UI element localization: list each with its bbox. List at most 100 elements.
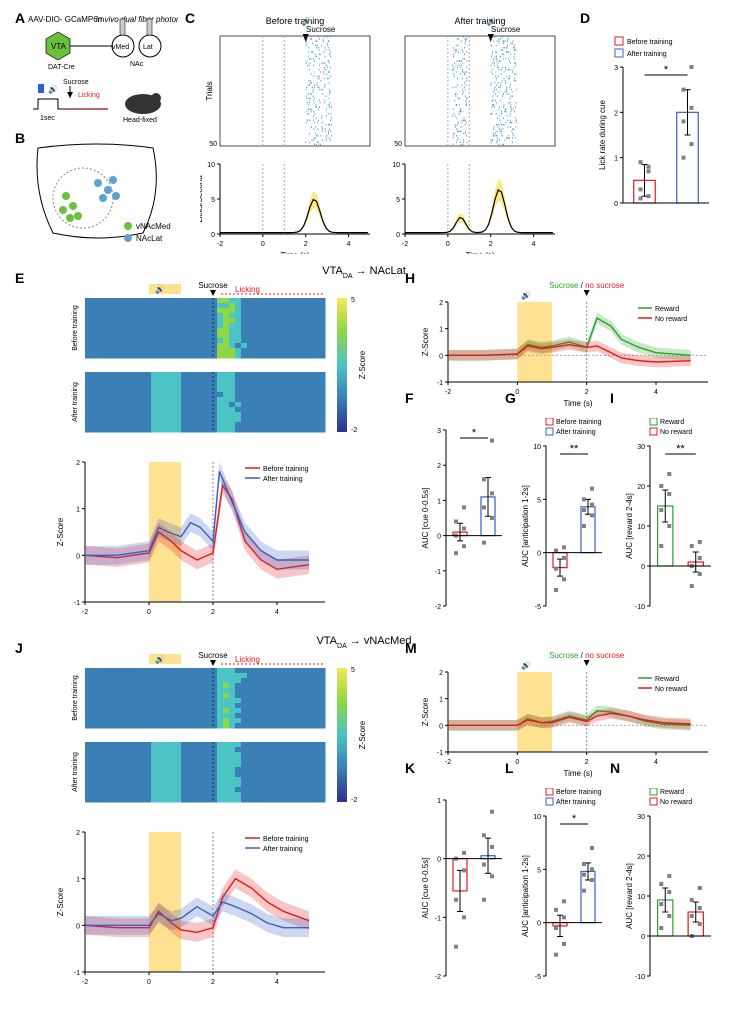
svg-text:0: 0 <box>439 723 443 730</box>
svg-text:Trials: Trials <box>205 81 214 100</box>
section-naclat-title: VTADA → NAcLat <box>0 262 729 280</box>
svg-text:Z-Score: Z-Score <box>421 697 430 726</box>
svg-text:2: 2 <box>439 670 443 677</box>
svg-text:Before training: Before training <box>72 675 79 721</box>
svg-text:0: 0 <box>537 551 541 558</box>
svg-text:20: 20 <box>637 484 645 491</box>
svg-text:-1: -1 <box>437 750 443 757</box>
svg-text:2: 2 <box>585 389 589 396</box>
svg-text:🔊: 🔊 <box>48 84 58 94</box>
svg-text:After training: After training <box>72 382 79 422</box>
svg-text:0: 0 <box>641 934 645 941</box>
svg-text:Before training: Before training <box>556 789 602 796</box>
svg-text:Reward: Reward <box>660 789 684 796</box>
svg-text:4: 4 <box>347 241 351 248</box>
svg-text:2: 2 <box>304 241 308 248</box>
panel-label-a: A <box>15 10 25 26</box>
svg-text:-1: -1 <box>435 915 441 922</box>
svg-text:2: 2 <box>585 759 589 766</box>
svg-text:30: 30 <box>637 444 645 451</box>
svg-text:0: 0 <box>147 979 151 986</box>
panel-label-d: D <box>580 10 590 26</box>
svg-text:Reward: Reward <box>655 676 679 683</box>
svg-text:3: 3 <box>614 65 618 72</box>
panel-label-k: K <box>405 760 415 776</box>
svg-text:0: 0 <box>515 389 519 396</box>
svg-text:Before training: Before training <box>627 39 673 46</box>
svg-text:No reward: No reward <box>655 316 687 323</box>
svg-text:Licking: Licking <box>235 655 260 664</box>
vta-text: VTA <box>51 42 67 51</box>
panel-h: Sucrose / no sucrose🔊-1012-2024Z-ScoreTi… <box>418 280 718 410</box>
vnacmed-legend: vNAcMed <box>136 222 171 231</box>
svg-text:After training: After training <box>263 476 303 483</box>
svg-text:After training: After training <box>72 752 79 792</box>
svg-text:Sucrose: Sucrose <box>306 25 336 34</box>
svg-text:4: 4 <box>275 979 279 986</box>
svg-text:1: 1 <box>76 507 80 514</box>
svg-text:0: 0 <box>396 232 400 239</box>
svg-text:-2: -2 <box>445 389 451 396</box>
svg-text:-1: -1 <box>74 970 80 977</box>
svg-text:10: 10 <box>207 162 215 169</box>
svg-text:Sucrose / no sucrose: Sucrose / no sucrose <box>549 651 625 660</box>
svg-text:50: 50 <box>209 141 217 148</box>
svg-text:Licks/Second: Licks/Second <box>200 175 204 223</box>
svg-text:*: * <box>664 64 669 76</box>
svg-text:5: 5 <box>211 197 215 204</box>
svg-text:0: 0 <box>261 241 265 248</box>
svg-text:After training: After training <box>263 846 303 853</box>
svg-text:10: 10 <box>533 444 541 451</box>
svg-text:🔊: 🔊 <box>155 654 165 664</box>
svg-text:1: 1 <box>439 697 443 704</box>
headfixed-text: Head-fixed <box>123 117 157 124</box>
svg-text:1: 1 <box>439 327 443 334</box>
svg-text:🔊: 🔊 <box>521 660 531 670</box>
svg-text:-2: -2 <box>445 759 451 766</box>
svg-text:No reward: No reward <box>655 686 687 693</box>
panel-label-b: B <box>15 130 25 146</box>
svg-text:*: * <box>472 427 477 439</box>
aav-label: AAV-DIO- GCaMP6m <box>28 15 105 24</box>
panel-k: -2-101AUC [cue 0-0.5s] <box>418 788 508 988</box>
svg-text:VTADA → NAcLat: VTADA → NAcLat <box>322 265 406 278</box>
svg-text:-2: -2 <box>402 241 408 248</box>
svg-text:*: * <box>572 813 577 825</box>
svg-text:Reward: Reward <box>660 419 684 426</box>
svg-text:🔊: 🔊 <box>155 284 165 294</box>
svg-text:0: 0 <box>515 759 519 766</box>
svg-text:-2: -2 <box>217 241 223 248</box>
svg-text:30: 30 <box>637 814 645 821</box>
svg-text:-10: -10 <box>635 604 645 611</box>
panel-label-f: F <box>405 390 414 406</box>
svg-text:-1: -1 <box>74 600 80 607</box>
svg-text:-2: -2 <box>82 609 88 616</box>
svg-text:2: 2 <box>211 979 215 986</box>
svg-text:VTADA → vNAcMed: VTADA → vNAcMed <box>316 635 411 648</box>
svg-text:5: 5 <box>351 667 355 674</box>
svg-text:AUC [cue 0-0.5s]: AUC [cue 0-0.5s] <box>421 488 430 549</box>
svg-text:0: 0 <box>147 609 151 616</box>
svg-text:Time (s): Time (s) <box>465 251 494 254</box>
lat-text: Lat <box>143 44 153 51</box>
svg-text:2: 2 <box>437 463 441 470</box>
svg-text:After training: After training <box>556 429 596 436</box>
speaker-icon <box>38 84 44 93</box>
svg-text:**: ** <box>676 443 685 455</box>
svg-text:0: 0 <box>446 241 450 248</box>
svg-text:Z-Score: Z-Score <box>358 720 367 749</box>
svg-text:5: 5 <box>396 197 400 204</box>
svg-text:1: 1 <box>437 498 441 505</box>
svg-text:🔊: 🔊 <box>521 290 531 300</box>
svg-text:Z-Score: Z-Score <box>56 517 65 546</box>
svg-text:0: 0 <box>439 353 443 360</box>
svg-text:4: 4 <box>654 759 658 766</box>
svg-text:0: 0 <box>641 564 645 571</box>
svg-text:4: 4 <box>275 609 279 616</box>
svg-text:2: 2 <box>489 241 493 248</box>
nac-text: NAc <box>130 61 144 68</box>
svg-text:Z-Score: Z-Score <box>358 350 367 379</box>
svg-text:Reward: Reward <box>655 306 679 313</box>
svg-text:AUC [reward 2-4s]: AUC [reward 2-4s] <box>625 493 634 559</box>
svg-text:3: 3 <box>437 428 441 435</box>
